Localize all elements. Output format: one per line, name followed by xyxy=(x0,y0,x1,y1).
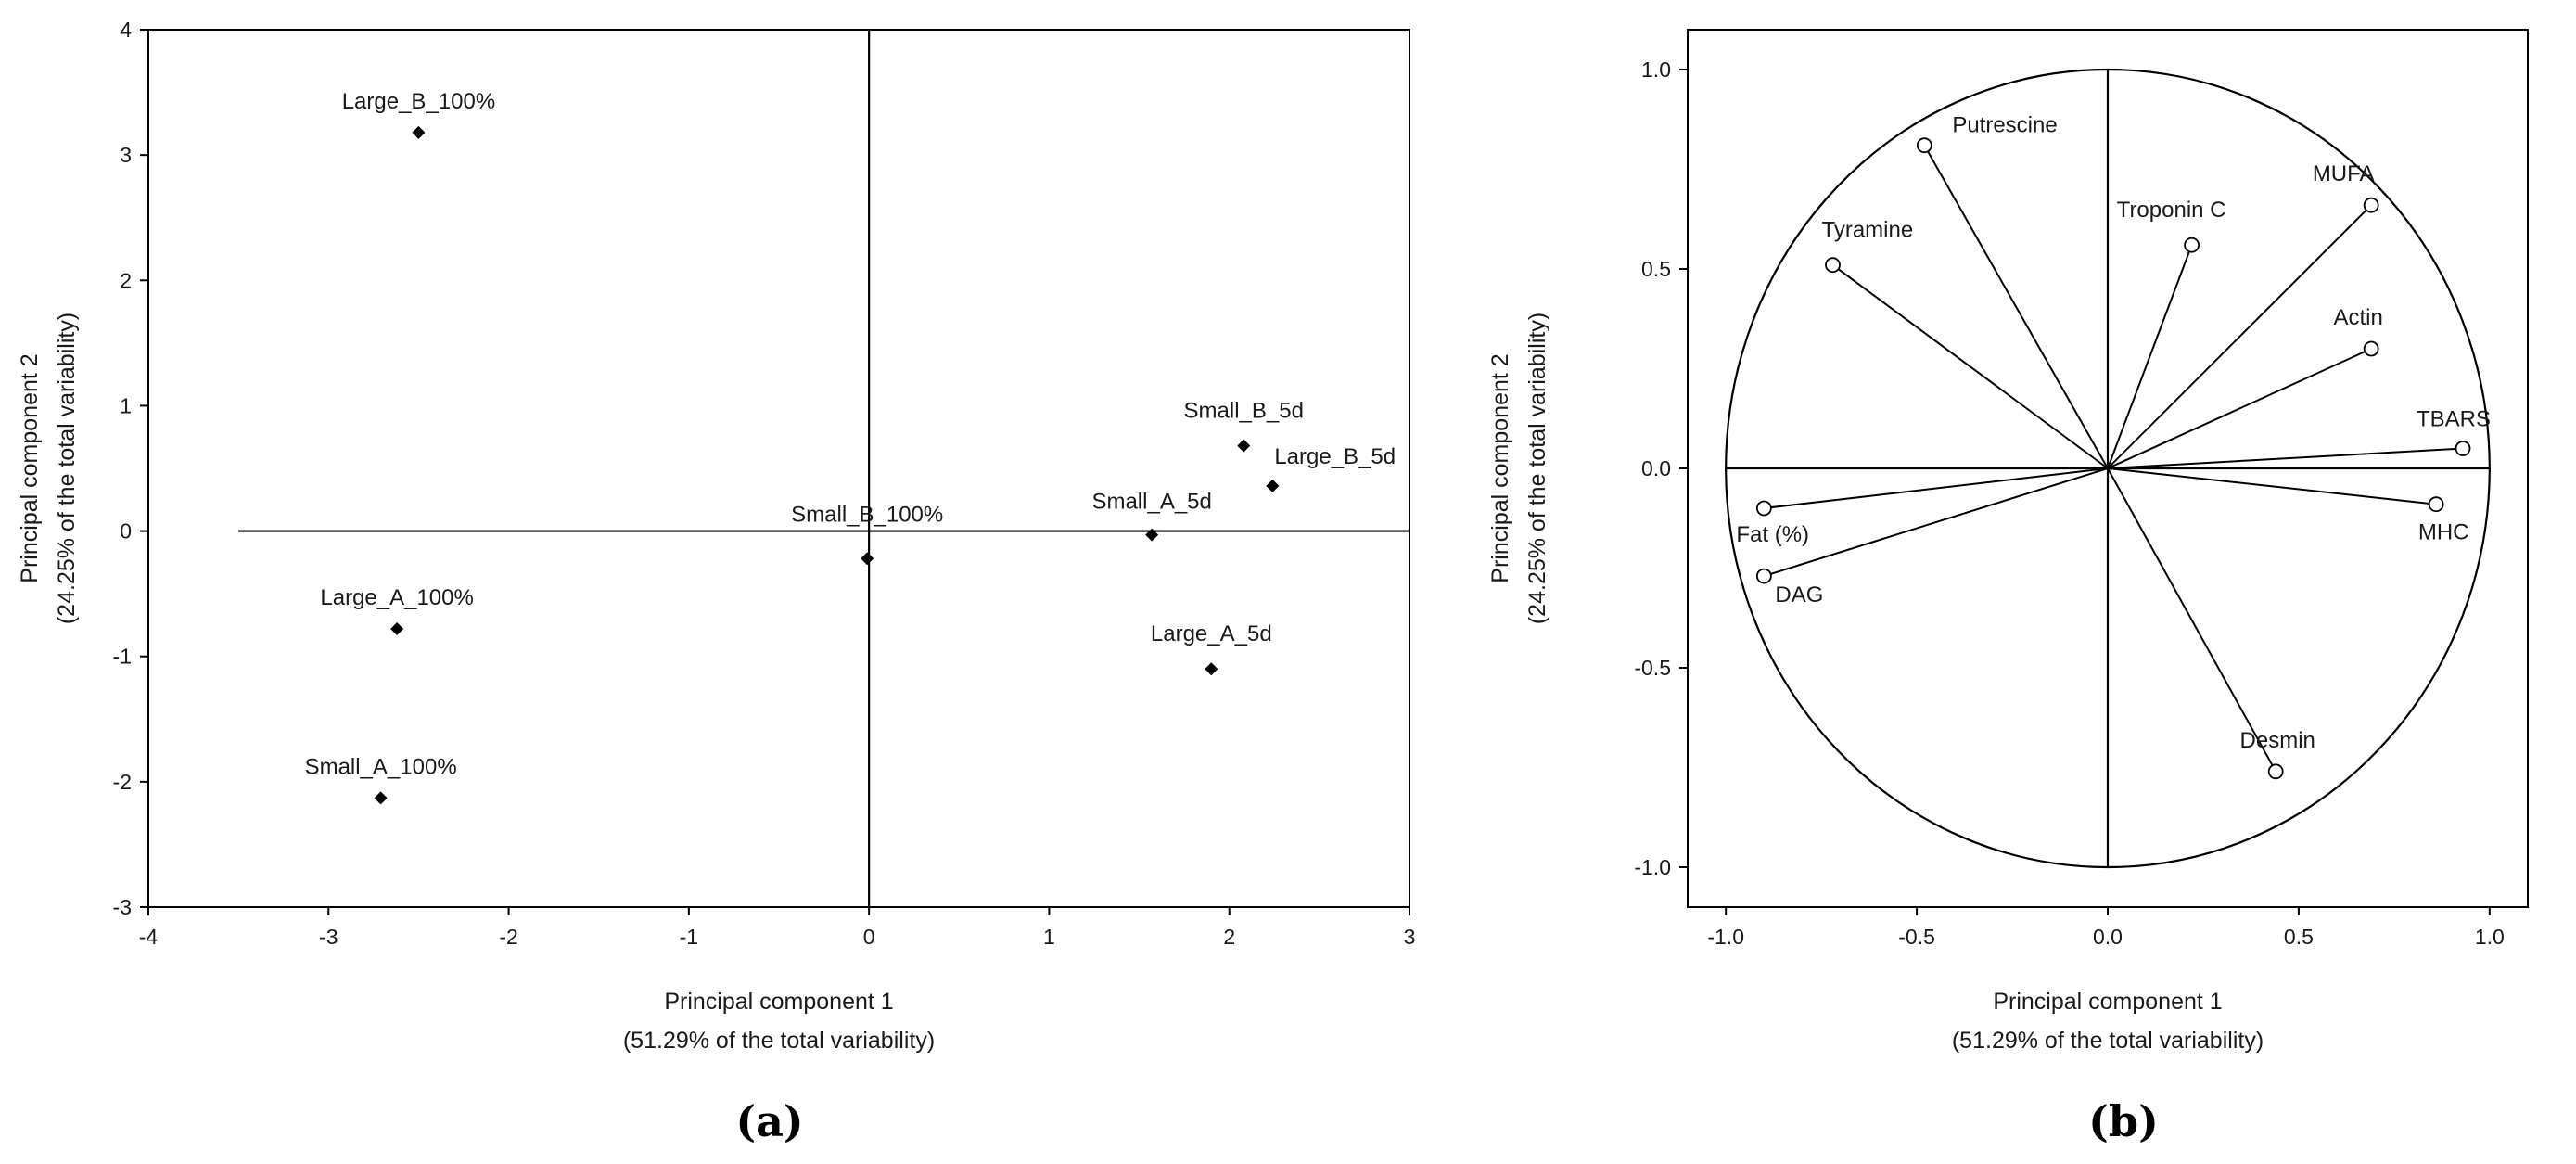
data-point-marker xyxy=(1145,528,1159,542)
panel-a-scatter: -4 -3 -2 -1 0 1 2 3 -3 -2 -1 0 1 2 3 4 Large_B_100% Smal… xyxy=(17,18,1415,1146)
variable-label: Fat (%) xyxy=(1736,522,1809,547)
loading-marker xyxy=(1755,500,1772,517)
loading-vector xyxy=(2107,204,2372,469)
y-tick-label: 3 xyxy=(120,143,132,167)
x-tick-label: 3 xyxy=(1404,925,1416,949)
y-tick-label: 4 xyxy=(120,18,132,42)
data-point-label: Small_A_100% xyxy=(305,754,457,779)
data-point-marker xyxy=(1205,662,1218,676)
data-point-marker xyxy=(1237,439,1251,453)
loading-marker xyxy=(2455,441,2471,456)
x-tick-label: -4 xyxy=(139,925,159,949)
y-axis-title-b: Principal component 2 xyxy=(1487,353,1513,582)
x-tick-label: -2 xyxy=(499,925,517,949)
variable-label: TBARS xyxy=(2417,407,2491,432)
y-tick-label: 1 xyxy=(120,393,132,417)
x-axis-subtitle-a: (51.29% of the total variability) xyxy=(623,1028,935,1054)
y-axis-subtitle-b: (24.25% of the total variability) xyxy=(1524,313,1550,624)
variable-label: MUFA xyxy=(2313,161,2375,186)
variable-label: Putrescine xyxy=(1952,113,2057,138)
data-point-label: Small_B_100% xyxy=(791,502,943,527)
variable-label: Troponin C xyxy=(2117,198,2226,223)
x-tick-label: 1 xyxy=(1043,925,1055,949)
y-tick-label: -2 xyxy=(113,770,132,794)
x-tick-label: -0.5 xyxy=(1898,925,1935,949)
loading-marker xyxy=(2184,237,2200,253)
data-point-label: Small_B_5d xyxy=(1184,399,1304,424)
y-axis-subtitle-a: (24.25% of the total variability) xyxy=(54,313,80,624)
data-point-label: Large_B_100% xyxy=(342,89,495,114)
y-tick-label: 2 xyxy=(120,268,132,292)
loading-vector xyxy=(1923,145,2109,469)
data-point-marker xyxy=(390,621,404,635)
plot-frame-a xyxy=(147,29,1410,908)
loading-marker xyxy=(2363,197,2379,213)
variable-label: Actin xyxy=(2333,305,2382,330)
variable-label: MHC xyxy=(2418,520,2469,545)
loading-vector xyxy=(2107,447,2464,469)
data-point-label: Large_A_5d xyxy=(1151,621,1272,646)
y-axis-title-a: Principal component 2 xyxy=(17,353,43,582)
y-tick-label: 1.0 xyxy=(1641,58,1671,82)
x-axis-subtitle-b: (51.29% of the total variability) xyxy=(1952,1028,2264,1054)
loading-marker xyxy=(2363,340,2379,357)
y-tick-label: 0 xyxy=(120,519,132,544)
loading-marker xyxy=(1755,568,1772,584)
loading-marker xyxy=(1825,257,1841,274)
x-axis-title-a: Principal component 1 xyxy=(664,989,893,1015)
x-tick-label: -1 xyxy=(680,925,698,949)
y-tick-label: -3 xyxy=(113,895,132,919)
y-tick-label: 0.5 xyxy=(1641,257,1671,281)
data-point-marker xyxy=(374,791,388,805)
x-axis-title-b: Principal component 1 xyxy=(1993,989,2222,1015)
y-tick-label: -1 xyxy=(113,645,132,669)
loading-vector xyxy=(1764,467,2109,509)
points-a: Large_B_100% Small_B_5d Large_B_5d Small_B_… xyxy=(305,89,1396,805)
tick-group-a: -4 -3 -2 -1 0 1 2 3 -3 -2 -1 0 1 2 3 4 xyxy=(113,18,1416,949)
loading-vector xyxy=(1831,263,2109,469)
x-tick-label: 1.0 xyxy=(2475,925,2505,949)
data-point-label: Large_A_100% xyxy=(320,585,473,610)
x-tick-label: 0 xyxy=(863,925,875,949)
y-tick-label: 0.0 xyxy=(1641,456,1671,480)
x-tick-label: 2 xyxy=(1223,925,1235,949)
loading-vector xyxy=(2107,348,2372,469)
loading-vector xyxy=(2107,467,2437,505)
x-tick-label: 0.5 xyxy=(2284,925,2314,949)
data-point-marker xyxy=(861,552,874,566)
y-tick-label: -1.0 xyxy=(1634,855,1671,879)
x-tick-label: -3 xyxy=(319,925,338,949)
y-tick-label: -0.5 xyxy=(1634,656,1671,680)
data-point-label: Small_A_5d xyxy=(1091,490,1211,515)
data-point-marker xyxy=(1266,479,1280,492)
loading-vector xyxy=(2107,244,2193,469)
panel-label-a: (a) xyxy=(735,1096,803,1146)
x-tick-label: 0.0 xyxy=(2093,925,2123,949)
loading-vector xyxy=(2107,467,2277,773)
loading-marker xyxy=(2267,763,2284,780)
data-point-marker xyxy=(412,125,426,139)
panel-label-b: (b) xyxy=(2088,1096,2159,1146)
loading-vector xyxy=(1764,467,2109,578)
loading-marker xyxy=(2428,496,2444,513)
variable-label: Tyramine xyxy=(1821,218,1913,243)
variable-label: Desmin xyxy=(2240,728,2315,753)
vectors-b: Putrescine Tyramine Troponin C MUFA Actin TBA… xyxy=(1736,113,2491,780)
variable-label: DAG xyxy=(1775,582,1823,608)
loading-marker xyxy=(1916,137,1932,154)
x-tick-label: -1.0 xyxy=(1707,925,1744,949)
data-point-label: Large_B_5d xyxy=(1274,444,1396,469)
panel-b-loadings: -1.0 -0.5 0.0 0.5 1.0 -1.0 -0.5 0.0 0.5 1.0 Putre… xyxy=(1487,29,2529,1146)
